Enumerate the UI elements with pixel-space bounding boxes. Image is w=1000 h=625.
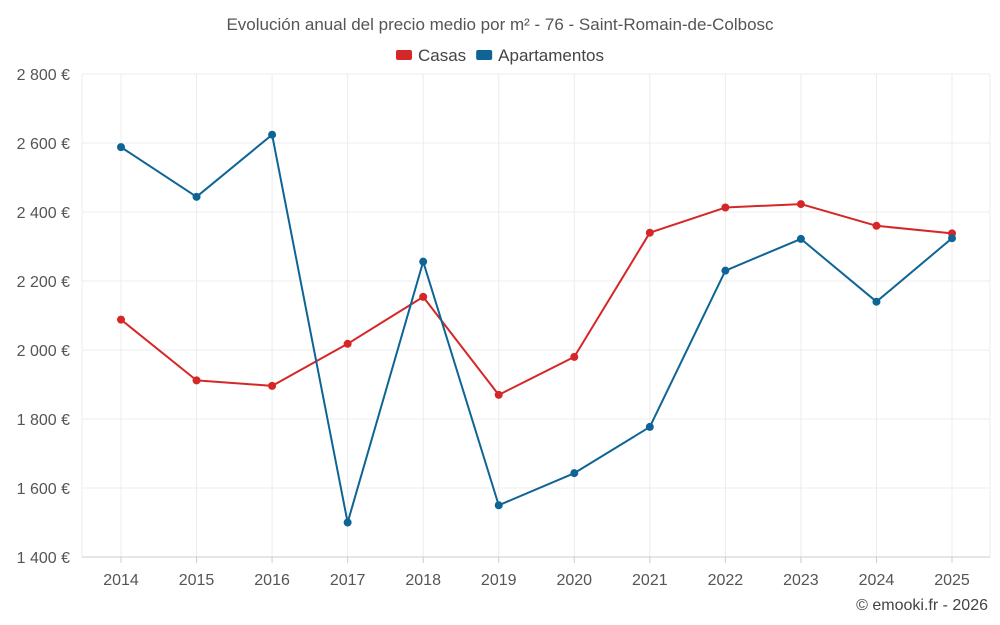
x-tick-label: 2024 <box>859 572 895 589</box>
data-point[interactable] <box>796 234 805 243</box>
x-tick-label: 2014 <box>103 572 139 589</box>
y-tick-label: 1 400 € <box>17 550 70 567</box>
y-tick-label: 1 800 € <box>17 412 70 429</box>
legend-item[interactable]: Apartamentos <box>476 46 604 65</box>
data-point[interactable] <box>192 192 201 201</box>
data-point[interactable] <box>268 130 277 139</box>
x-tick-label: 2019 <box>481 572 517 589</box>
data-point[interactable] <box>343 518 352 527</box>
x-tick-label: 2018 <box>405 572 441 589</box>
data-point[interactable] <box>796 200 805 209</box>
data-point[interactable] <box>721 203 730 212</box>
legend-swatch <box>395 50 412 60</box>
chart-title: Evolución anual del precio medio por m² … <box>226 15 774 34</box>
series-group <box>117 130 956 527</box>
data-point[interactable] <box>117 143 125 152</box>
data-point[interactable] <box>645 228 654 237</box>
y-tick-label: 2 800 € <box>17 67 70 84</box>
x-tick-label: 2025 <box>934 572 970 589</box>
x-tick-label: 2022 <box>708 572 744 589</box>
data-point[interactable] <box>494 501 503 510</box>
data-point[interactable] <box>117 315 125 324</box>
x-axis: 2014 2015 2016 2017 2018 2019 2020 2021 2022 2023… <box>82 556 990 589</box>
series-casas <box>117 200 956 399</box>
data-point[interactable] <box>268 381 277 390</box>
x-tick-label: 2023 <box>783 572 819 589</box>
series-line <box>120 133 953 524</box>
legend: Casas Apartamentos <box>395 46 604 65</box>
y-axis: 1 400 € 1 600 € 1 800 € 2 000 € 2 200 € 2 400… <box>17 67 70 567</box>
legend-label: Apartamentos <box>498 46 604 65</box>
y-tick-label: 2 400 € <box>17 205 70 222</box>
x-tick-label: 2016 <box>254 572 290 589</box>
y-tick-label: 2 200 € <box>17 274 70 291</box>
grid <box>81 73 991 557</box>
x-tick-label: 2021 <box>632 572 668 589</box>
y-tick-label: 2 600 € <box>17 136 70 153</box>
data-point[interactable] <box>192 376 201 385</box>
legend-item[interactable]: Casas <box>395 46 466 65</box>
credit-text: © emooki.fr - 2026 <box>856 597 988 614</box>
data-point[interactable] <box>645 422 654 431</box>
data-point[interactable] <box>872 221 881 230</box>
x-tick-label: 2015 <box>179 572 215 589</box>
data-point[interactable] <box>570 469 579 478</box>
y-tick-label: 2 000 € <box>17 343 70 360</box>
data-point[interactable] <box>570 352 579 361</box>
data-point[interactable] <box>721 266 730 275</box>
legend-label: Casas <box>418 46 466 65</box>
data-point[interactable] <box>494 390 503 399</box>
series-apartamentos <box>117 130 956 527</box>
legend-swatch <box>476 50 493 60</box>
x-tick-label: 2020 <box>556 572 592 589</box>
data-point[interactable] <box>948 234 956 243</box>
x-tick-label: 2017 <box>330 572 366 589</box>
data-point[interactable] <box>419 257 428 266</box>
data-point[interactable] <box>419 292 428 301</box>
series-line <box>120 203 953 396</box>
data-point[interactable] <box>872 297 881 306</box>
y-tick-label: 1 600 € <box>17 481 70 498</box>
data-point[interactable] <box>343 339 352 348</box>
